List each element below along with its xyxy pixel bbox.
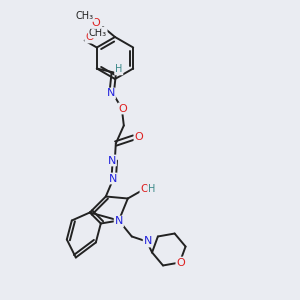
Text: O: O xyxy=(85,32,94,43)
Text: H: H xyxy=(115,64,122,74)
Text: N: N xyxy=(115,217,123,226)
Text: N: N xyxy=(109,173,117,184)
Text: N: N xyxy=(144,236,152,247)
Text: O: O xyxy=(134,131,143,142)
Text: N: N xyxy=(106,88,115,98)
Text: O: O xyxy=(92,18,100,28)
Text: H: H xyxy=(148,184,155,194)
Text: O: O xyxy=(176,257,185,268)
Text: O: O xyxy=(140,184,149,194)
Text: N: N xyxy=(108,155,116,166)
Text: CH₃: CH₃ xyxy=(76,11,94,21)
Text: CH₃: CH₃ xyxy=(88,28,107,38)
Text: O: O xyxy=(118,103,127,113)
